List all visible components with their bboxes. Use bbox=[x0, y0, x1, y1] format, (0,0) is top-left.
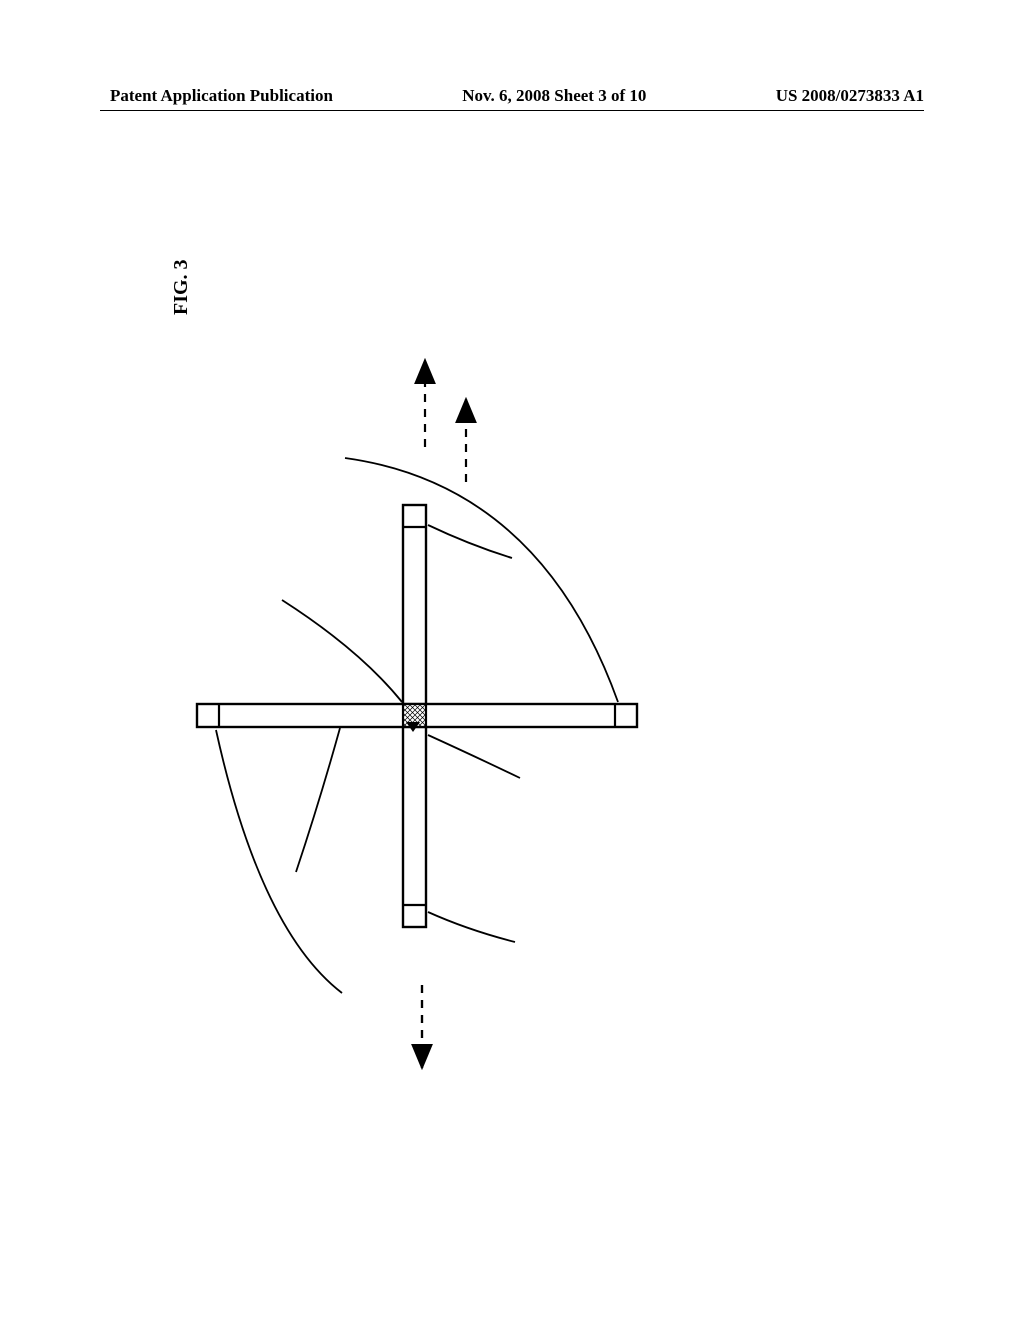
figure-3-diagram-main: arrow is horizontal (in rotated frame), … bbox=[0, 0, 1024, 1320]
